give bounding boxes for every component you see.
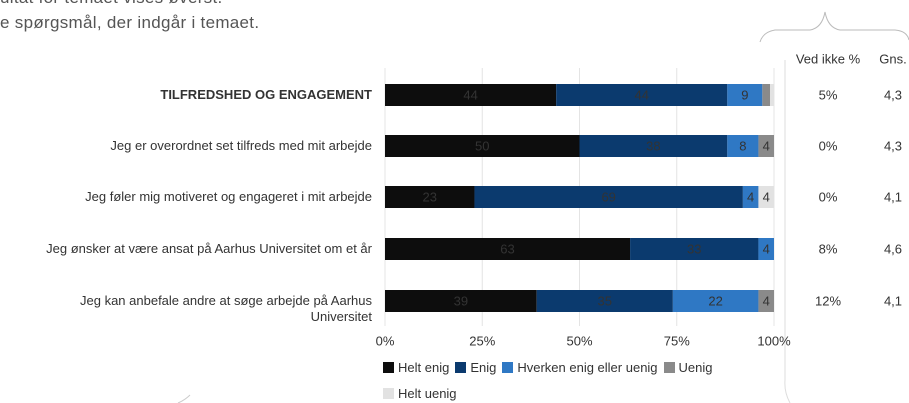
decor [177,394,191,403]
bar-value-label: 9 [741,87,748,102]
bar-value-label: 38 [646,138,660,153]
bar-segment [770,84,774,106]
bar-value-label: 39 [454,293,468,308]
bar-segment [556,84,728,106]
legend-label: Helt uenig [398,386,457,401]
column-cell: 0% [819,138,838,153]
legend-item: Helt uenig [383,386,457,401]
bar-segment [385,186,475,208]
column-cell: 5% [819,87,838,102]
brace [759,11,909,43]
column-cell: 0% [819,189,838,204]
bar-segment [672,290,759,312]
x-tick-label: 50% [566,333,592,348]
x-tick-label: 25% [469,333,495,348]
category-label: Jeg kan anbefale andre at søge arbejde p… [80,293,372,324]
bar-value-label: 4 [763,241,770,256]
bar-segment [727,135,759,157]
bar-segment [762,84,771,106]
column-header: Ved ikke % [796,51,861,66]
legend-swatch [663,362,675,373]
category-label: Jeg føler mig motiveret og engageret i m… [85,189,372,204]
bar-value-label: 4 [747,189,754,204]
bar-value-label: 4 [763,293,770,308]
bar-segment [385,290,537,312]
bar-segment [630,238,759,260]
bar-value-label: 44 [635,87,649,102]
bar-segment [758,135,774,157]
bar-segment [758,238,774,260]
category-label: TILFREDSHED OG ENGAGEMENT [160,87,372,102]
x-tick-label: 75% [664,333,690,348]
bar-value-label: 69 [601,189,615,204]
bar-segment [727,84,763,106]
bar-value-label: 23 [423,189,437,204]
legend-item: Helt enig [383,360,449,375]
column-cell: 4,6 [884,241,902,256]
legend-swatch [383,388,394,399]
legend-swatch [502,362,514,373]
bar-value-label: 63 [500,241,514,256]
intro-text: ultat for temaet vises øverst. [0,0,223,8]
bar-value-label: 4 [763,138,770,153]
intro-text: e spørgsmål, der indgår i temaet. [0,13,260,32]
legend-label: Helt enig [398,360,450,375]
bar-segment [579,135,728,157]
x-tick-label: 0% [376,333,395,348]
legend-item: Uenig [663,360,713,375]
legend-item: Hverken enig eller uenig [502,360,658,375]
column-header: Gns. [879,51,906,66]
legend-swatch [455,362,467,373]
bar-segment [536,290,673,312]
column-cell: 12% [815,293,841,308]
bar-segment [385,135,580,157]
column-cell: 4,3 [884,138,902,153]
legend-swatch [383,362,394,373]
separator [784,60,791,403]
column-cell: 4,1 [884,293,902,308]
bar-value-label: 22 [708,293,722,308]
category-label: Jeg er overordnet set tilfreds med mit a… [110,138,372,153]
bar-value-label: 4 [763,189,770,204]
bar-segment [758,186,774,208]
legend-item: Enig [455,360,496,375]
legend-label: Hverken enig eller uenig [517,360,658,375]
bar-segment [742,186,759,208]
bar-value-label: 33 [687,241,701,256]
bar-segment [385,238,631,260]
x-tick-label: 100% [757,333,791,348]
bar-segment [385,84,557,106]
bar-value-label: 8 [739,138,746,153]
column-cell: 4,3 [884,87,902,102]
legend-label: Uenig [678,360,713,375]
legend: Helt enig Enig Hverken enig eller uenig Uen… [383,360,783,401]
bar-value-label: 35 [598,293,612,308]
bar-value-label: 44 [463,87,477,102]
column-cell: 4,1 [884,189,902,204]
column-cell: 8% [819,241,838,256]
bar-segment [474,186,743,208]
category-label: Jeg ønsker at være ansat på Aarhus Unive… [46,241,372,256]
legend-label: Enig [470,360,497,375]
bar-value-label: 50 [475,138,489,153]
bar-segment [758,290,774,312]
